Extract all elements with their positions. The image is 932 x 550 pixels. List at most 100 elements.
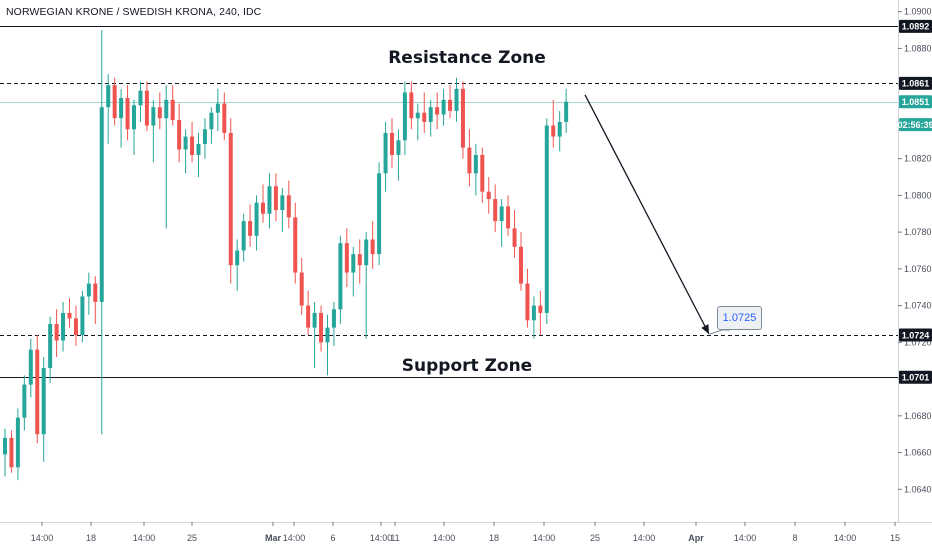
candle-body-71	[460, 88, 465, 148]
candle-body-56	[364, 239, 369, 266]
y-tick-label-1: 1.0660	[904, 448, 932, 458]
candle-body-86	[557, 121, 562, 137]
x-tick-label-8: 11	[390, 533, 399, 543]
price-tag-bg-2	[899, 95, 932, 109]
arrow-shaft	[584, 94, 710, 335]
candle-body-26	[170, 99, 175, 121]
candle-body-31	[202, 129, 207, 144]
callout-pointer	[709, 329, 730, 335]
candle-body-44	[286, 195, 291, 218]
x-tick-label-6: 6	[330, 533, 335, 543]
x-tick-label-16: 8	[792, 533, 797, 543]
candle-body-84	[544, 125, 549, 313]
candle-body-33	[215, 103, 220, 113]
projection-arrow	[584, 94, 730, 335]
candle-body-38	[248, 221, 253, 236]
x-tick-label-12: 25	[590, 533, 600, 543]
candle-body-36	[235, 250, 240, 266]
candle-body-79	[512, 228, 517, 247]
candle-body-65	[422, 112, 427, 122]
candle-body-60	[390, 132, 394, 155]
candle-body-0	[3, 437, 7, 455]
candle-body-37	[241, 221, 246, 251]
candle-body-43	[280, 195, 285, 211]
candle-body-17	[112, 85, 117, 119]
candle-body-70	[454, 88, 459, 111]
y-tick-label-9: 1.0820	[904, 154, 932, 164]
resistance-zone-label: Resistance Zone	[388, 48, 546, 68]
x-tick-label-10: 18	[489, 533, 499, 543]
candle-body-10	[67, 312, 72, 319]
price-tag-2: 1.0851	[902, 97, 930, 107]
target-price-callout: 1.0725	[717, 306, 762, 330]
arrow-head	[701, 324, 709, 334]
candle-body-25	[164, 99, 169, 119]
candle-body-46	[299, 272, 304, 306]
candle-body-75	[486, 191, 491, 200]
candle-body-29	[190, 136, 195, 155]
candle-body-59	[383, 132, 388, 174]
candle-body-50	[325, 327, 330, 343]
chart-title: NORWEGIAN KRONE / SWEDISH KRONA, 240, ID…	[6, 6, 262, 18]
candle-body-48	[312, 312, 317, 328]
candle-body-34	[222, 103, 227, 133]
candle-body-27	[177, 120, 182, 150]
price-tag-bg-5	[899, 370, 932, 384]
candle-body-39	[254, 202, 259, 236]
candle-body-40	[261, 202, 265, 214]
candle-body-18	[119, 98, 124, 119]
candle-body-68	[441, 99, 446, 115]
candle-body-52	[338, 243, 343, 310]
candle-body-67	[435, 107, 440, 115]
y-tick-label-4: 1.0720	[904, 337, 932, 347]
candle-body-5	[35, 349, 40, 435]
candle-body-87	[564, 101, 569, 122]
candle-body-55	[357, 254, 362, 266]
candle-body-12	[80, 296, 85, 335]
y-tick-label-12: 1.0880	[904, 43, 932, 53]
candle-body-4	[28, 349, 33, 385]
candle-body-6	[41, 368, 46, 435]
x-tick-label-3: 25	[187, 533, 197, 543]
candle-body-58	[377, 173, 382, 255]
price-tag-0: 1.0892	[902, 22, 930, 32]
candle-body-20	[132, 105, 136, 130]
candle-body-35	[228, 132, 233, 266]
candle-body-15	[99, 107, 104, 302]
candle-body-16	[106, 85, 111, 108]
candle-body-8	[54, 323, 59, 341]
price-tag-bg-4	[899, 328, 932, 342]
price-tag-bg-0	[899, 19, 932, 33]
candle-body-53	[344, 243, 349, 273]
candle-body-3	[22, 384, 27, 418]
candle-body-76	[493, 199, 498, 222]
candle-body-62	[402, 92, 407, 141]
x-tick-label-4: Mar	[265, 533, 282, 543]
candle-body-22	[144, 90, 149, 126]
candle-body-24	[157, 107, 162, 119]
price-tag-5: 1.0701	[902, 373, 930, 383]
candle-body-32	[209, 112, 214, 130]
candle-body-2	[15, 417, 20, 468]
candle-body-14	[93, 283, 98, 302]
candle-body-78	[506, 206, 511, 229]
candle-body-83	[538, 305, 543, 313]
candle-body-19	[125, 98, 130, 130]
price-tags: 1.0892 1.0861 1.0851 02:56:39 1.0724 1.0701	[897, 19, 932, 384]
price-tag-bg-3	[899, 118, 932, 132]
y-tick-label-8: 1.0800	[904, 190, 932, 200]
candle-body-82	[531, 305, 536, 321]
candle-body-49	[319, 312, 324, 343]
x-tick-label-1: 18	[86, 533, 96, 543]
y-tick-label-13: 1.0900	[904, 7, 932, 17]
price-tag-3: 02:56:39	[897, 120, 932, 130]
candle-body-13	[86, 283, 91, 297]
candle-body-77	[499, 206, 504, 222]
candle-body-69	[448, 99, 453, 111]
candle-body-28	[183, 136, 188, 150]
candle-body-80	[519, 246, 523, 284]
candle-body-74	[480, 154, 485, 192]
y-tick-label-0: 1.0640	[904, 484, 932, 494]
